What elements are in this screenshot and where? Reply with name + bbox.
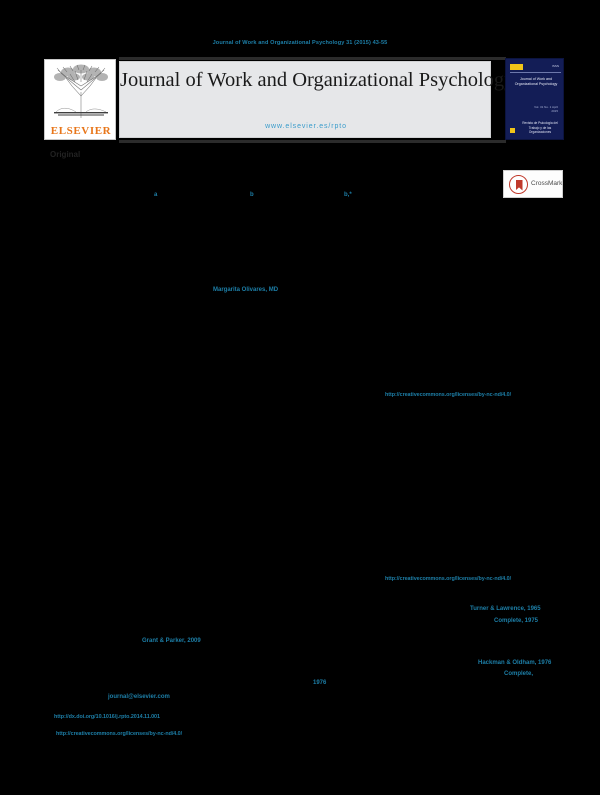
citation-link-5[interactable]: Grant & Parker, 2009 <box>142 638 201 644</box>
crossmark-label: CrossMark <box>531 180 563 187</box>
journal-cover-thumbnail: ISSN Journal of Work and Organizational … <box>505 58 564 140</box>
license-url-link-1[interactable]: http://creativecommons.org/licenses/by-n… <box>385 392 512 398</box>
cover-publisher-logo-icon <box>510 64 523 70</box>
inline-year-link[interactable]: 1976 <box>313 680 327 686</box>
cover-volume-meta: Vol. 31 No. 1 April 2015 <box>534 105 558 113</box>
cover-issn: ISSN <box>551 64 559 68</box>
elsevier-tree-icon <box>48 62 114 120</box>
elsevier-logo-block: ELSEVIER <box>44 59 116 140</box>
article-section-label: Original <box>50 150 81 159</box>
journal-homepage-url[interactable]: www.elsevier.es/rpto <box>265 123 347 130</box>
citation-link-3[interactable]: Hackman & Oldham, 1976 <box>478 660 552 666</box>
running-head: Journal of Work and Organizational Psych… <box>212 40 388 46</box>
crossmark-badge[interactable]: CrossMark <box>503 170 563 198</box>
cover-footer-title: Revista de Psicologia del Trabajo y de l… <box>522 121 558 134</box>
elsevier-wordmark: ELSEVIER <box>50 125 112 137</box>
license-url-link-3[interactable]: http://creativecommons.org/licenses/by-n… <box>56 731 183 737</box>
crossmark-bookmark-icon <box>515 179 523 191</box>
author-mark-a: a <box>154 192 158 198</box>
contact-email-link[interactable]: journal@elsevier.com <box>108 694 170 700</box>
author-mark-b-corresponding: b,* <box>344 192 352 198</box>
corresponding-author-link[interactable]: Margarita Olivares, MD <box>213 287 279 293</box>
citation-link-2[interactable]: Complete, 1975 <box>494 618 539 624</box>
cover-title: Journal of Work and Organizational Psych… <box>514 77 558 86</box>
journal-title: Journal of Work and Organizational Psych… <box>120 69 515 91</box>
doi-url-link[interactable]: http://dx.doi.org/10.1016/j.rpto.2014.11… <box>54 714 160 720</box>
citation-link-1[interactable]: Turner & Lawrence, 1965 <box>470 606 541 612</box>
license-url-link-2[interactable]: http://creativecommons.org/licenses/by-n… <box>385 576 512 582</box>
journal-masthead: ELSEVIER Journal of Work and Organizatio… <box>44 57 564 143</box>
crossmark-circle-icon <box>509 175 528 194</box>
author-mark-b: b <box>250 192 254 198</box>
journal-title-band: Journal of Work and Organizational Psych… <box>119 61 515 138</box>
masthead-bottom-rule <box>119 140 506 143</box>
cover-divider <box>510 72 561 73</box>
cover-badge-icon <box>510 128 515 133</box>
masthead-top-rule <box>119 57 506 60</box>
citation-link-4[interactable]: Complete, <box>504 671 534 677</box>
